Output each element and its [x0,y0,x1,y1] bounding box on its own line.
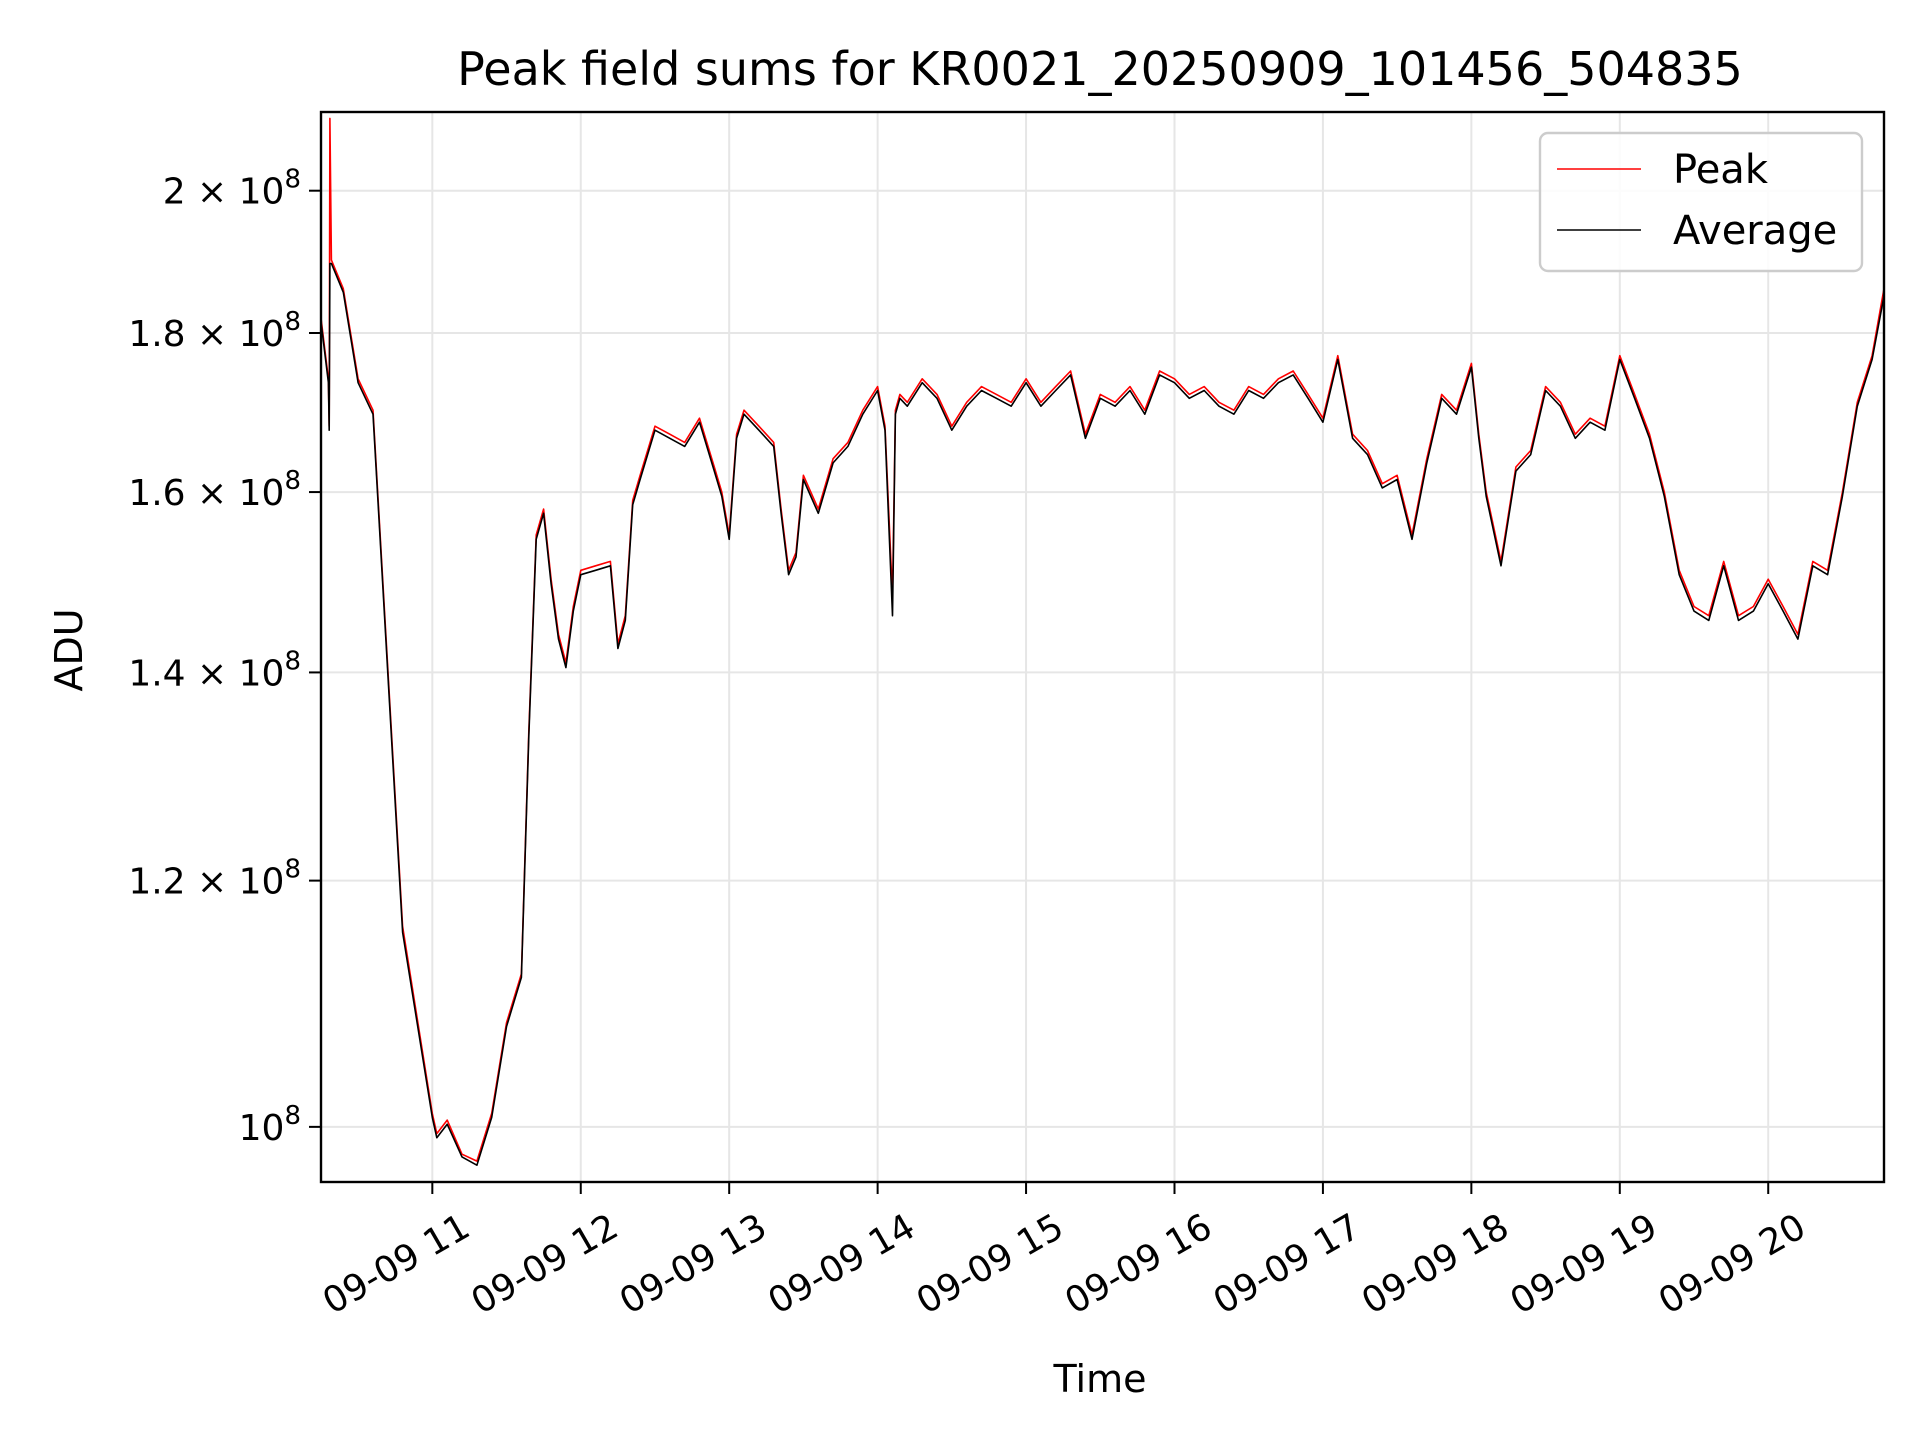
legend-peak-label: Peak [1673,147,1769,193]
y-tick-label: 1.2 × 108 [128,855,301,903]
series-line-average [321,262,1884,1166]
y-tick-label: 1.8 × 108 [128,307,301,355]
y-tick-label: 1.4 × 108 [128,646,301,694]
plot-frame [319,110,1886,1184]
legend: Peak Average [1538,131,1864,273]
y-tick-label: 108 [239,1101,301,1149]
y-axis-label: ADU [47,608,91,691]
chart-title: Peak field sums for KR0021_20250909_1014… [457,42,1743,96]
y-tick-label: 2 × 108 [163,165,301,213]
legend-average-label: Average [1673,208,1837,254]
plot-series [321,117,1884,1166]
legend-box [1538,131,1864,273]
grid [321,112,1884,1182]
x-axis-label: Time [1053,1357,1147,1401]
y-axis: 108 1.2 × 108 1.4 × 108 1.6 × 108 1.8 × 108 2… [128,165,321,1149]
y-tick-label: 1.6 × 108 [128,466,301,514]
